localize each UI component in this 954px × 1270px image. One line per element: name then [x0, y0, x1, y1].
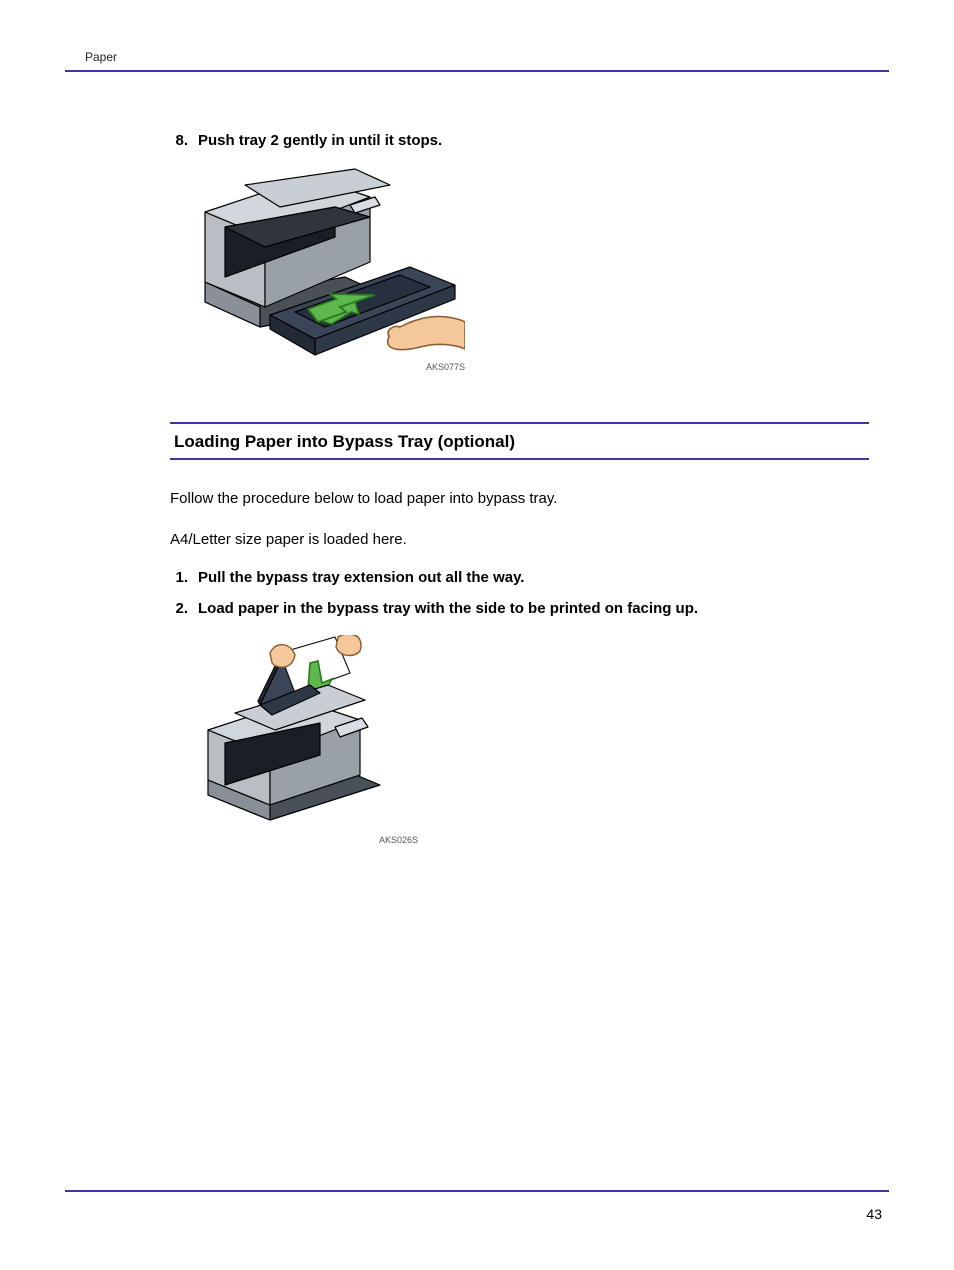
page-content: 8. Push tray 2 gently in until it stops. — [65, 132, 889, 845]
printer-tray-push-illustration — [200, 167, 465, 362]
section-intro-1: Follow the procedure below to load paper… — [170, 488, 869, 511]
section-heading: Loading Paper into Bypass Tray (optional… — [170, 424, 869, 458]
step-text: Push tray 2 gently in until it stops. — [198, 132, 442, 149]
figure-push-tray: AKS077S — [200, 167, 869, 372]
page-header: Paper — [65, 50, 889, 72]
header-section-label: Paper — [65, 50, 889, 64]
footer-rule — [65, 1190, 889, 1192]
step-number: 8. — [170, 132, 198, 149]
step-number: 1. — [170, 569, 198, 586]
document-page: Paper 8. Push tray 2 gently in until it … — [0, 0, 954, 1270]
figure-caption: AKS077S — [200, 362, 465, 372]
figure-bypass-load: AKS026S — [200, 635, 869, 845]
figure-caption: AKS026S — [200, 835, 418, 845]
step-1: 1. Pull the bypass tray extension out al… — [170, 569, 869, 586]
step-text: Pull the bypass tray extension out all t… — [198, 569, 524, 586]
page-number: 43 — [866, 1206, 882, 1222]
step-number: 2. — [170, 600, 198, 617]
section-rule-bottom — [170, 458, 869, 460]
section-intro-2: A4/Letter size paper is loaded here. — [170, 529, 869, 552]
printer-bypass-load-illustration — [200, 635, 420, 835]
step-2: 2. Load paper in the bypass tray with th… — [170, 600, 869, 617]
step-8: 8. Push tray 2 gently in until it stops. — [170, 132, 869, 149]
step-text: Load paper in the bypass tray with the s… — [198, 600, 698, 617]
